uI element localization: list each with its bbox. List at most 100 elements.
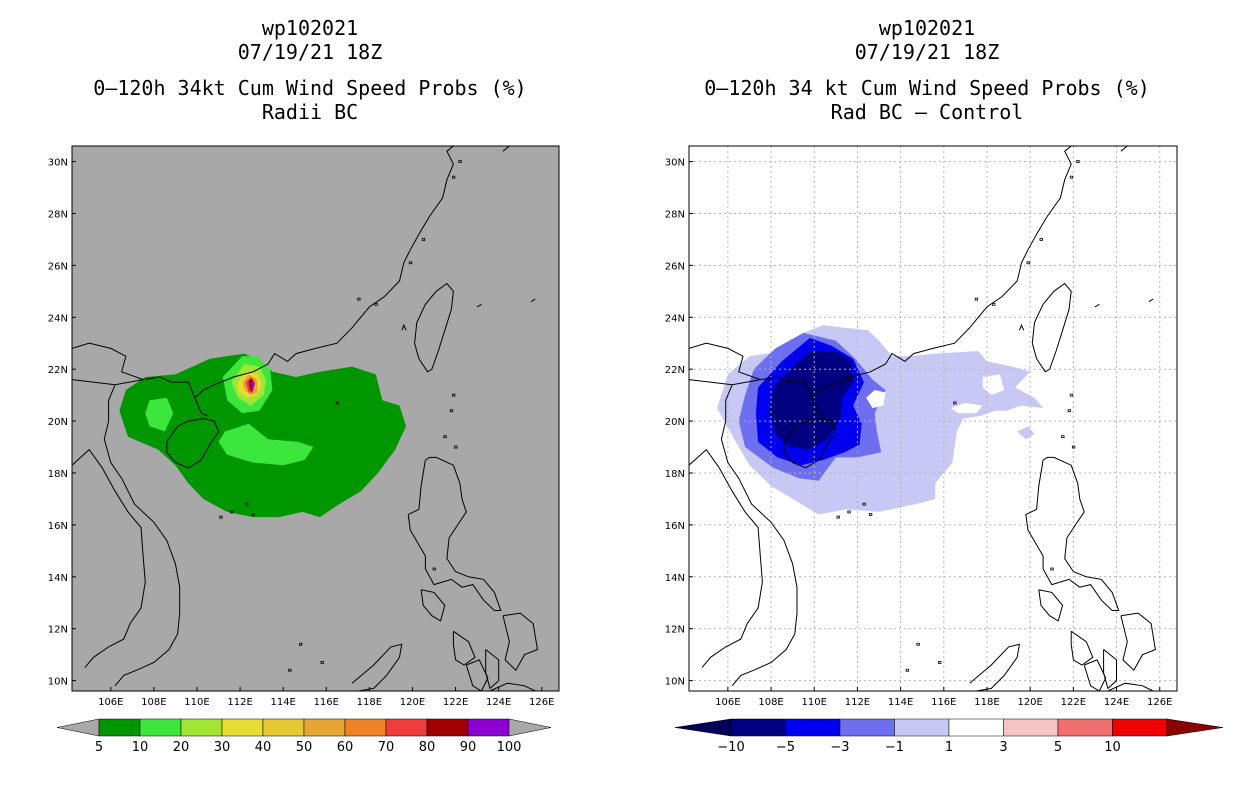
left-lat-label: 24N — [48, 313, 68, 324]
right-coastline-10 — [1083, 659, 1107, 691]
left-coastline-15 — [401, 323, 407, 331]
left-lat-label: 28N — [48, 209, 68, 220]
left-storm-id: wp102021 — [261, 16, 359, 40]
left-coastline-17 — [530, 298, 536, 303]
left-colorbar-label: 50 — [296, 740, 313, 755]
right-lon-label: 112E — [845, 697, 870, 708]
right-islet — [836, 515, 840, 519]
left-colorbar-swatch — [139, 718, 182, 737]
right-coastline-16 — [1120, 146, 1128, 152]
left-colorbar-label: 30 — [214, 740, 231, 755]
left-map-frame — [71, 145, 560, 692]
right-lat-label: 28N — [665, 209, 685, 220]
right-colorbar-swatch — [948, 718, 1004, 737]
left-map-panel: 106E 108E 110E 112E 114E 116E 118E 120E 122E 124E… — [48, 145, 560, 755]
left-lon-label: 120E — [400, 697, 425, 708]
left-islet — [320, 661, 324, 664]
left-islet — [449, 409, 454, 413]
left-lon-label: 108E — [141, 697, 166, 708]
left-lon-label: 126E — [529, 697, 554, 708]
left-islet — [280, 708, 283, 710]
left-coastline-13 — [351, 643, 403, 691]
left-colorbar-swatch — [180, 718, 223, 737]
left-islet — [230, 510, 234, 514]
left-coastline-8 — [420, 589, 446, 622]
right-lon-label: 110E — [802, 697, 827, 708]
left-islet — [374, 302, 378, 306]
right-coastline-4 — [811, 397, 826, 417]
left-coastline-6 — [414, 282, 454, 373]
left-lon-label: 112E — [227, 697, 252, 708]
left-lat-label: 18N — [48, 469, 68, 480]
right-colorbar-swatch — [785, 718, 841, 737]
right-islet — [1071, 445, 1076, 449]
right-coastline-6 — [1031, 282, 1072, 373]
right-prob-contour-7 — [999, 449, 1037, 476]
right-islet — [897, 708, 900, 710]
left-islet — [335, 401, 339, 405]
left-islet — [452, 393, 456, 397]
right-islet — [1061, 435, 1065, 439]
left-colorbar-label: 10 — [132, 740, 149, 755]
left-islet — [432, 567, 436, 571]
right-islet — [916, 642, 920, 646]
right-islet — [1026, 261, 1030, 265]
left-coastline-3 — [72, 448, 146, 668]
left-lon-label: 116E — [314, 697, 339, 708]
left-colorbar-swatch — [385, 718, 428, 737]
right-islet — [862, 502, 866, 506]
left-colorbar-label: 5 — [95, 740, 103, 755]
right-islet — [974, 297, 979, 301]
left-coastline-2 — [72, 342, 144, 381]
left-colorbar-label: 90 — [460, 740, 477, 755]
right-datetime: 07/19/21 18Z — [854, 40, 1000, 64]
right-colorbar-end-left — [674, 718, 732, 737]
right-islet — [1039, 238, 1043, 241]
right-islet — [992, 302, 996, 306]
right-colorbar-label: −5 — [776, 740, 795, 755]
left-coastline-7 — [407, 456, 502, 611]
left-islet — [245, 502, 249, 506]
left-coastline-14 — [489, 682, 547, 691]
right-islet — [905, 668, 909, 672]
left-coastline-0 — [72, 146, 454, 399]
right-lat-label: 24N — [665, 313, 685, 324]
right-lat-label: 30N — [665, 158, 685, 169]
left-coastline-9 — [452, 630, 476, 666]
right-lat-label: 12N — [665, 625, 685, 636]
right-prob-contour-3 — [768, 351, 854, 450]
right-lat-label: 20N — [665, 417, 685, 428]
right-storm-id: wp102021 — [878, 16, 976, 40]
right-colorbar-swatch — [839, 718, 895, 737]
right-map-content — [689, 146, 1177, 710]
left-islet — [288, 668, 292, 672]
right-colorbar-swatch — [1003, 718, 1059, 737]
left-lon-label: 118E — [357, 697, 382, 708]
left-lat-label: 30N — [48, 158, 68, 169]
right-panel-titles: wp102021 07/19/21 18Z 0–120h 34 kt Cum W… — [677, 16, 1177, 124]
right-islet — [847, 510, 851, 514]
right-islet — [953, 401, 957, 405]
left-coastline-5 — [166, 417, 220, 469]
left-coastline-12 — [485, 649, 500, 690]
left-lon-label: 122E — [443, 697, 468, 708]
left-islet — [452, 175, 456, 179]
left-colorbar-label: 100 — [497, 740, 522, 755]
left-lon-label: 114E — [270, 697, 295, 708]
left-lat-label: 14N — [48, 573, 68, 584]
right-coastline-7 — [1025, 456, 1120, 611]
left-colorbar-end-right — [508, 718, 552, 737]
left-map-content — [72, 146, 547, 710]
right-lon-label: 114E — [888, 697, 913, 708]
left-colorbar-label: 40 — [255, 740, 272, 755]
right-subtitle: Rad BC – Control — [830, 100, 1024, 124]
left-colorbar-swatch — [303, 718, 346, 737]
left-lon-label: 124E — [486, 697, 511, 708]
left-colorbar-swatch — [467, 718, 510, 737]
left-colorbar-swatch — [426, 718, 469, 737]
left-subtitle: Radii BC — [261, 100, 359, 124]
left-coastline-4 — [194, 397, 208, 417]
right-lon-label: 108E — [758, 697, 783, 708]
right-lon-label: 116E — [931, 697, 956, 708]
